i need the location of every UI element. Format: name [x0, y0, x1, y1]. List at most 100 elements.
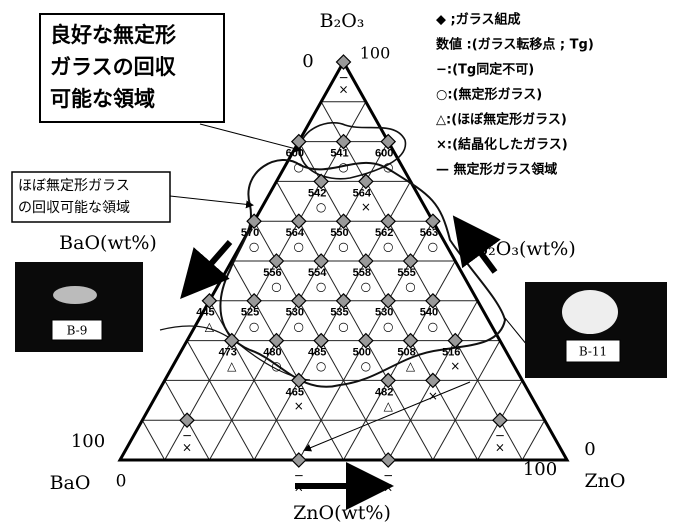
glass-symbol: − [182, 429, 192, 443]
tg-label: 516 [442, 347, 460, 359]
tick-label: 0 [302, 51, 313, 72]
grid-line [253, 181, 411, 461]
tg-label: 556 [263, 267, 281, 279]
tg-label: 525 [241, 307, 259, 319]
glass-composition [335, 133, 352, 150]
texts: B₂O₃ 100 0 B₂O₃(wt%) ZnO 0 100 ZnO(wt%) BaO 100 0 B… [18, 10, 626, 524]
tg-label: 555 [397, 267, 415, 279]
callout-text: 可能な領域 [50, 87, 155, 111]
glass-composition [447, 332, 464, 349]
tg-label: 540 [420, 307, 438, 319]
glass-symbol: ○ [405, 280, 415, 294]
glass-symbol: ○ [249, 240, 259, 254]
glass-symbol: ○ [383, 319, 393, 333]
glass-composition [268, 253, 285, 269]
tg-label: 541 [330, 148, 348, 160]
glass-symbol: ○ [338, 240, 348, 254]
tg-label: 554 [308, 267, 327, 279]
glass-composition [425, 213, 441, 230]
glass-composition [246, 292, 262, 309]
tg-label: 508 [397, 347, 415, 359]
glass-composition [402, 332, 419, 349]
glass-symbol: × [361, 200, 371, 214]
glass-composition [380, 372, 397, 389]
glass-symbol: ○ [383, 160, 393, 174]
tg-label: 558 [353, 267, 371, 279]
glass-composition [313, 332, 329, 349]
grid-line [432, 340, 501, 461]
axis-direction: BaO(wt%) [59, 232, 157, 254]
glass-symbol: − [495, 429, 505, 443]
callout-pointer [169, 195, 254, 209]
glass-symbol: ○ [361, 280, 371, 294]
tg-label: 485 [308, 347, 326, 359]
callout-box [11, 171, 171, 223]
grid-line [320, 101, 523, 461]
glass-symbol: ○ [294, 240, 304, 254]
glass-composition [492, 412, 508, 429]
tg-label: 563 [420, 227, 438, 239]
glass-symbol: × [182, 441, 192, 455]
glass-composition [268, 332, 285, 349]
tg-label: 542 [308, 187, 326, 199]
legend-entry: 数値 :(ガラス転移点 ; Tg) [436, 37, 594, 53]
glass-composition [380, 133, 397, 150]
sample [53, 286, 97, 304]
axis-direction: B₂O₃(wt%) [474, 238, 576, 260]
glass-composition [358, 253, 374, 269]
glass-symbol: ○ [428, 240, 438, 254]
photo-label-box [565, 339, 621, 363]
glass-composition [335, 292, 352, 309]
legend-entry: △:(ほぼ無定形ガラス) [436, 112, 567, 128]
axis-name: B₂O₃ [320, 10, 365, 32]
grid-line [141, 419, 166, 461]
glass-composition [179, 412, 195, 429]
tg-label: 500 [353, 347, 371, 359]
glass-composition [425, 292, 441, 309]
tg-label: 550 [330, 227, 348, 239]
callout-text: 良好な無定形 [50, 23, 176, 47]
glass-symbol: ○ [428, 319, 438, 333]
callout-text: ほぼ無定形ガラス [18, 178, 130, 194]
glass-composition [290, 292, 307, 309]
tick-label: 100 [71, 431, 105, 452]
tg-label: 570 [241, 227, 259, 239]
legend-entry: −:(Tg同定不可) [436, 62, 534, 78]
axis-direction: ZnO(wt%) [293, 502, 391, 524]
glass-composition [290, 452, 307, 468]
tg-label: 535 [330, 307, 348, 319]
glass-composition [335, 213, 352, 230]
near-amorphous-region [159, 325, 311, 381]
glass-symbol: ○ [271, 359, 281, 373]
legend-entry: ◆ ;ガラス組成 [436, 12, 520, 28]
glass-symbol: − [294, 469, 304, 483]
tg-label: 562 [375, 227, 393, 239]
glass-symbol: ○ [383, 240, 393, 254]
tg-label: 473 [219, 347, 237, 359]
grid-line [521, 419, 546, 461]
grid-line [186, 340, 255, 461]
tg-label: 600 [286, 148, 304, 160]
glass-composition [313, 173, 329, 190]
glass-symbol: ○ [316, 280, 326, 294]
tg-label: 482 [375, 386, 393, 398]
photo-label: B-9 [67, 324, 88, 338]
tg-label: 530 [286, 307, 304, 319]
glass-composition [358, 173, 374, 190]
glass-composition [335, 54, 352, 70]
glass-symbol: × [338, 83, 348, 97]
amorphous-region [219, 159, 507, 388]
callout-pointer [504, 317, 528, 346]
tg-label: 564 [353, 187, 372, 199]
glass-symbol: △ [384, 399, 394, 413]
glass-composition [313, 253, 329, 269]
callout-box [39, 13, 225, 123]
callout-text: の回収可能な領域 [18, 199, 130, 216]
glass-composition [380, 213, 397, 230]
good-region [299, 121, 407, 180]
tg-label: 530 [375, 307, 393, 319]
tg-label: 465 [286, 386, 304, 398]
glass-symbol: × [383, 481, 393, 495]
glass-composition [246, 213, 262, 230]
